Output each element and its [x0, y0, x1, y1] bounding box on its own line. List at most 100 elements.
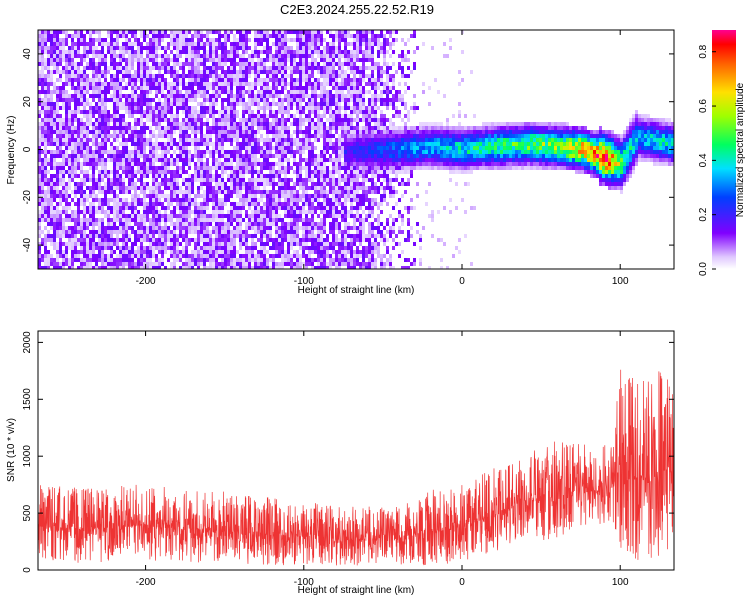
heatmap-cell: [266, 190, 269, 194]
heatmap-cell: [53, 54, 56, 58]
heatmap-cell: [278, 94, 281, 98]
heatmap-cell: [302, 42, 305, 46]
heatmap-cell: [203, 162, 206, 166]
heatmap-cell: [254, 246, 257, 250]
heatmap-cell: [209, 30, 212, 34]
heatmap-cell: [224, 258, 227, 262]
heatmap-cell: [245, 246, 248, 250]
heatmap-cell: [317, 198, 320, 202]
heatmap-cell: [317, 50, 320, 54]
heatmap-cell: [122, 70, 125, 74]
heatmap-cell: [83, 234, 86, 238]
heatmap-cell: [293, 114, 296, 118]
heatmap-cell: [296, 194, 299, 198]
heatmap-cell: [95, 94, 98, 98]
heatmap-cell: [68, 266, 71, 269]
heatmap-cell: [80, 198, 83, 202]
heatmap-cell: [38, 90, 41, 94]
heatmap-cell: [161, 178, 164, 182]
heatmap-cell: [302, 150, 305, 154]
heatmap-cell: [137, 106, 140, 110]
heatmap-cell: [326, 74, 329, 78]
heatmap-cell: [47, 218, 50, 222]
heatmap-cell: [134, 30, 137, 34]
heatmap-cell: [203, 42, 206, 46]
heatmap-cell: [41, 178, 44, 182]
heatmap-cell: [146, 58, 149, 62]
heatmap-cell: [137, 158, 140, 162]
heatmap-cell: [242, 186, 245, 190]
heatmap-cell: [50, 234, 53, 238]
heatmap-cell: [80, 122, 83, 126]
heatmap-cell: [254, 186, 257, 190]
heatmap-cell: [56, 70, 59, 74]
heatmap-cell: [167, 234, 170, 238]
heatmap-cell: [275, 130, 278, 134]
heatmap-cell: [302, 178, 305, 182]
heatmap-cell: [266, 214, 269, 218]
heatmap-cell: [263, 182, 266, 186]
heatmap-cell: [143, 98, 146, 102]
heatmap-cell: [101, 98, 104, 102]
heatmap-cell: [164, 70, 167, 74]
heatmap-cell: [92, 110, 95, 114]
heatmap-cell: [284, 62, 287, 66]
heatmap-cell: [161, 94, 164, 98]
heatmap-cell: [107, 118, 110, 122]
heatmap-cell: [71, 114, 74, 118]
heatmap-cell: [116, 162, 119, 166]
heatmap-cell: [140, 62, 143, 66]
heatmap-cell: [296, 202, 299, 206]
heatmap-cell: [149, 242, 152, 246]
heatmap-cell: [182, 194, 185, 198]
heatmap-cell: [296, 42, 299, 46]
heatmap-cell: [155, 166, 158, 170]
heatmap-cell: [251, 250, 254, 254]
heatmap-cell: [221, 66, 224, 70]
heatmap-cell: [266, 146, 269, 150]
heatmap-cell: [80, 182, 83, 186]
heatmap-cell: [281, 186, 284, 190]
heatmap-cell: [185, 150, 188, 154]
heatmap-cell: [56, 94, 59, 98]
heatmap-cell: [113, 242, 116, 246]
heatmap-cell: [56, 222, 59, 226]
heatmap-cell: [50, 126, 53, 130]
heatmap-cell: [314, 234, 317, 238]
heatmap-cell: [248, 198, 251, 202]
heatmap-cell: [38, 262, 41, 266]
heatmap-cell: [221, 110, 224, 114]
heatmap-cell: [302, 210, 305, 214]
heatmap-cell: [257, 34, 260, 38]
heatmap-cell: [317, 254, 320, 258]
heatmap-cell: [221, 34, 224, 38]
heatmap-cell: [203, 154, 206, 158]
heatmap-cell: [56, 154, 59, 158]
heatmap-cell: [200, 258, 203, 262]
heatmap-cell: [305, 90, 308, 94]
heatmap-cell: [221, 62, 224, 66]
heatmap-cell: [149, 190, 152, 194]
heatmap-cell: [179, 206, 182, 210]
heatmap-cell: [203, 178, 206, 182]
heatmap-cell: [203, 62, 206, 66]
heatmap-cell: [233, 226, 236, 230]
heatmap-cell: [317, 82, 320, 86]
heatmap-cell: [248, 162, 251, 166]
heatmap-cell: [80, 110, 83, 114]
heatmap-cell: [221, 250, 224, 254]
heatmap-cell: [269, 138, 272, 142]
heatmap-cell: [182, 110, 185, 114]
heatmap-cell: [98, 98, 101, 102]
heatmap-cell: [98, 266, 101, 269]
heatmap-cell: [113, 126, 116, 130]
heatmap-cell: [134, 182, 137, 186]
heatmap-cell: [95, 102, 98, 106]
heatmap-cell: [278, 102, 281, 106]
heatmap-cell: [293, 58, 296, 62]
heatmap-cell: [80, 62, 83, 66]
heatmap-cell: [173, 238, 176, 242]
heatmap-cell: [56, 162, 59, 166]
heatmap-cell: [251, 110, 254, 114]
heatmap-cell: [182, 106, 185, 110]
